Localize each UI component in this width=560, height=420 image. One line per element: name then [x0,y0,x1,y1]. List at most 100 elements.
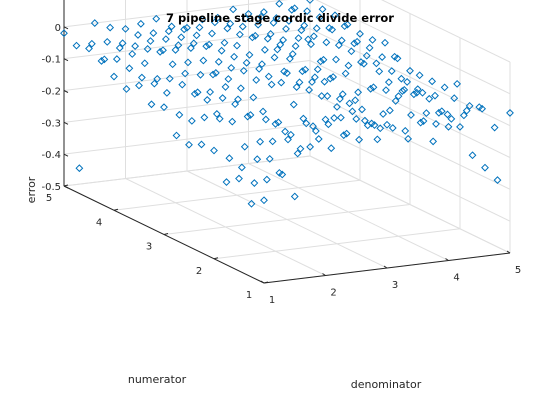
data-point [490,123,499,132]
data-point [348,107,357,116]
data-point [259,8,268,16]
data-point [360,116,369,125]
data-point [241,14,250,23]
data-point [213,13,222,22]
data-point [210,146,218,155]
data-point [358,105,366,114]
data-point [321,115,330,124]
data-point [359,59,368,68]
data-point [320,77,329,86]
data-point [506,109,514,117]
data-point [263,34,272,43]
data-point [333,102,341,111]
data-point [306,0,314,4]
axis-layer [63,0,511,284]
data-point [238,22,247,31]
data-point [177,33,186,42]
data-point [164,27,173,36]
data-point [85,44,93,53]
data-point [140,59,149,68]
x-tick-mark [260,280,265,284]
data-point [149,29,158,37]
data-point [278,170,287,179]
data-point [281,127,290,136]
data-point [331,11,339,20]
z-axis-label: error [25,176,38,203]
data-point [228,117,237,126]
data-point [318,5,327,14]
data-point [443,110,452,119]
data-point [248,33,257,42]
data-point [234,95,242,104]
data-point [171,46,180,54]
data-point [356,29,364,38]
data-point [465,101,474,110]
data-point [197,140,206,149]
data-point [212,110,221,118]
data-point [350,39,359,48]
data-point [355,135,364,144]
data-point [311,127,320,135]
data-point [160,103,168,112]
data-point [273,45,282,54]
data-point [153,74,162,83]
data-point [347,47,356,56]
data-point [295,78,304,87]
data-point [246,111,255,119]
data-point [309,122,317,131]
data-point [190,89,199,98]
x-tick-mark [506,250,511,254]
data-point [121,24,130,33]
data-point [340,22,349,31]
y-tick-label: 1 [246,290,252,301]
back-wall-grid-line [63,91,311,123]
data-point [271,120,280,128]
data-point [147,100,156,109]
data-point [314,135,323,143]
y-tick-label: 4 [96,217,102,228]
data-point [431,91,439,100]
chart-title: 7 pipeline stage cordic divide error [166,11,394,25]
data-point [192,31,201,40]
data-point [493,176,502,184]
data-point [137,73,146,82]
data-point [172,131,181,140]
data-point [290,4,299,13]
data-point [468,151,477,160]
data-point [272,14,281,22]
y-tick-label: 5 [46,193,52,204]
data-point [254,20,263,29]
data-point [275,0,284,8]
data-point [403,78,412,86]
data-point [419,117,428,125]
data-point [208,29,216,38]
data-point [210,18,219,27]
data-point [401,126,410,135]
data-point [335,95,344,103]
data-point [269,18,278,27]
data-point [214,57,223,66]
z-tick-label: -0.1 [41,55,61,66]
z-tick-label: -0.3 [41,118,61,129]
data-point [186,44,195,52]
data-point [87,39,96,48]
data-point [184,58,192,67]
data-point [245,50,254,59]
data-point [287,5,296,14]
data-point [215,114,224,123]
data-point [261,115,270,124]
data-point [189,39,198,48]
data-point [249,93,258,102]
data-point [256,137,265,146]
data-point [220,38,229,47]
data-point [75,164,84,173]
data-point [302,119,311,128]
data-point [301,65,310,74]
data-point [260,45,269,54]
y-tick-mark [163,233,169,235]
side-wall-grid-line [309,60,511,158]
data-point [174,41,183,50]
data-point [156,47,165,56]
